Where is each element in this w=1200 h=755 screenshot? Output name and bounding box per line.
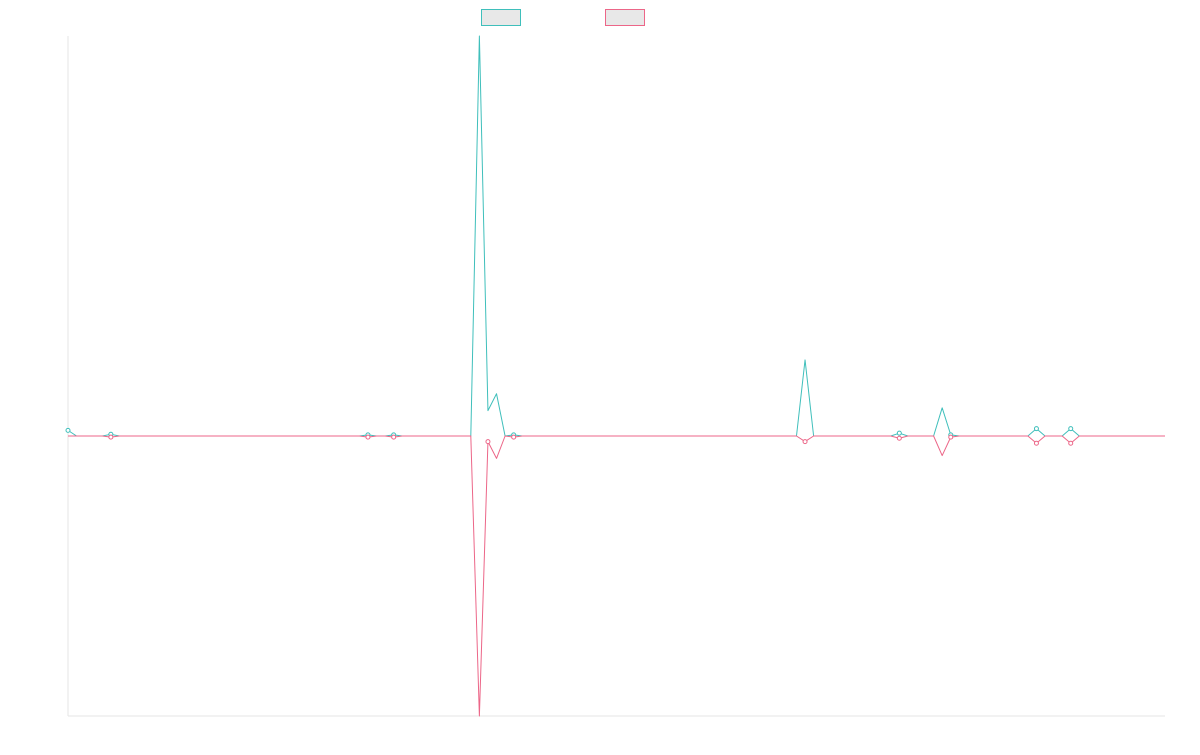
series-layer <box>65 35 1165 717</box>
series-2-point <box>1033 440 1039 446</box>
series-2-point <box>365 434 371 440</box>
series-2-point <box>948 434 954 440</box>
legend <box>481 9 645 26</box>
series-1-point <box>65 427 71 433</box>
series-2-point <box>108 434 114 440</box>
series-1-point <box>1033 426 1039 432</box>
series-1-line <box>67 35 1165 437</box>
series-2-point <box>391 434 397 440</box>
series-2-point <box>485 439 491 445</box>
legend-swatch-2 <box>605 9 645 26</box>
series-1-point <box>1068 426 1074 432</box>
series-1-point <box>896 430 902 436</box>
axes <box>67 36 1165 717</box>
series-2-line <box>68 435 1165 717</box>
series-2-point <box>511 434 517 440</box>
series-2-point <box>1068 440 1074 446</box>
legend-swatch-1 <box>481 9 521 26</box>
series-2-point <box>896 435 902 441</box>
series-2-point <box>802 439 808 445</box>
